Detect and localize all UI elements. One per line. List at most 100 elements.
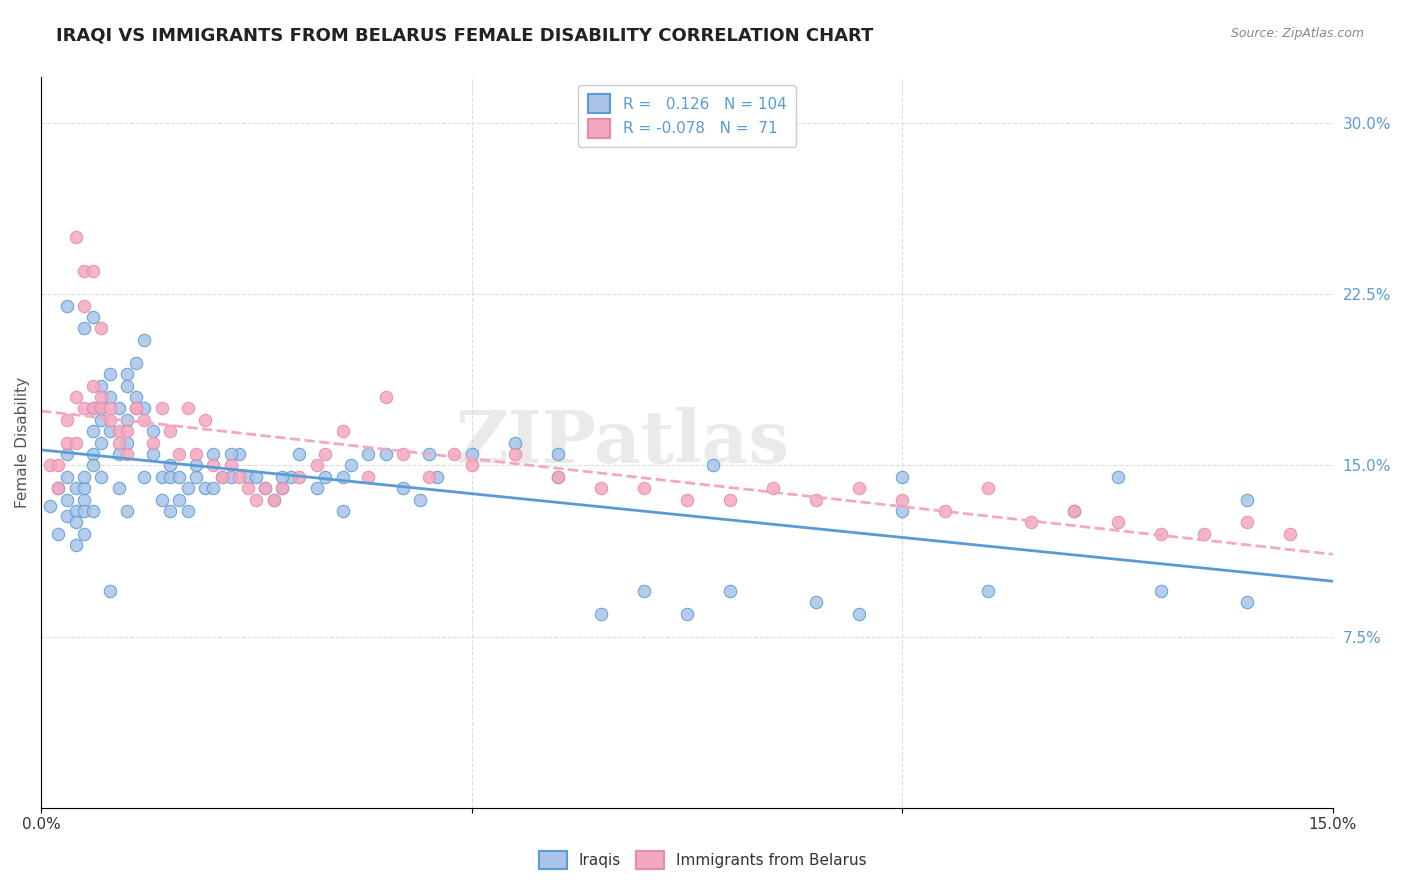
Point: [702, 458, 724, 473]
Point: [676, 492, 699, 507]
Point: [134, 413, 156, 427]
Point: [194, 481, 217, 495]
Point: [82, 504, 104, 518]
Point: [357, 470, 380, 484]
Point: [219, 447, 242, 461]
Point: [107, 424, 129, 438]
Point: [115, 435, 138, 450]
Point: [107, 481, 129, 495]
Text: IRAQI VS IMMIGRANTS FROM BELARUS FEMALE DISABILITY CORRELATION CHART: IRAQI VS IMMIGRANTS FROM BELARUS FEMALE …: [56, 27, 873, 45]
Point: [219, 458, 242, 473]
Point: [460, 447, 482, 461]
Point: [125, 401, 148, 416]
Point: [314, 447, 336, 461]
Point: [271, 481, 294, 495]
Point: [460, 458, 482, 473]
Point: [762, 481, 785, 495]
Point: [56, 470, 79, 484]
Point: [115, 504, 138, 518]
Point: [56, 492, 79, 507]
Legend: Iraqis, Immigrants from Belarus: Iraqis, Immigrants from Belarus: [533, 845, 873, 875]
Y-axis label: Female Disability: Female Disability: [15, 377, 30, 508]
Point: [90, 401, 112, 416]
Point: [332, 424, 354, 438]
Point: [194, 413, 217, 427]
Point: [271, 481, 294, 495]
Point: [1149, 583, 1171, 598]
Point: [391, 481, 413, 495]
Point: [547, 470, 569, 484]
Point: [159, 470, 181, 484]
Point: [115, 367, 138, 381]
Point: [718, 492, 741, 507]
Point: [150, 492, 173, 507]
Point: [82, 447, 104, 461]
Point: [503, 435, 526, 450]
Point: [443, 447, 465, 461]
Point: [848, 607, 870, 621]
Point: [46, 526, 69, 541]
Point: [1278, 526, 1301, 541]
Point: [332, 470, 354, 484]
Point: [73, 401, 96, 416]
Point: [228, 447, 250, 461]
Point: [340, 458, 363, 473]
Point: [46, 458, 69, 473]
Point: [804, 595, 827, 609]
Point: [90, 435, 112, 450]
Point: [934, 504, 956, 518]
Point: [134, 470, 156, 484]
Point: [271, 470, 294, 484]
Point: [202, 447, 225, 461]
Point: [65, 390, 87, 404]
Point: [418, 470, 440, 484]
Point: [82, 401, 104, 416]
Point: [176, 504, 198, 518]
Point: [1192, 526, 1215, 541]
Point: [150, 470, 173, 484]
Point: [1236, 595, 1258, 609]
Point: [263, 492, 285, 507]
Point: [82, 401, 104, 416]
Point: [82, 310, 104, 324]
Point: [115, 413, 138, 427]
Point: [977, 481, 1000, 495]
Point: [73, 492, 96, 507]
Text: Source: ZipAtlas.com: Source: ZipAtlas.com: [1230, 27, 1364, 40]
Point: [82, 378, 104, 392]
Point: [65, 230, 87, 244]
Point: [90, 378, 112, 392]
Point: [98, 390, 121, 404]
Point: [90, 413, 112, 427]
Point: [134, 401, 156, 416]
Point: [1149, 526, 1171, 541]
Point: [228, 470, 250, 484]
Point: [633, 583, 655, 598]
Point: [73, 526, 96, 541]
Point: [150, 401, 173, 416]
Point: [263, 492, 285, 507]
Point: [547, 470, 569, 484]
Point: [82, 264, 104, 278]
Point: [1063, 504, 1085, 518]
Point: [56, 508, 79, 523]
Point: [38, 500, 60, 514]
Point: [202, 458, 225, 473]
Point: [409, 492, 432, 507]
Point: [90, 390, 112, 404]
Point: [253, 481, 276, 495]
Text: ZIPatlas: ZIPatlas: [456, 407, 789, 478]
Point: [134, 333, 156, 347]
Point: [253, 481, 276, 495]
Point: [184, 447, 207, 461]
Point: [125, 401, 148, 416]
Point: [82, 458, 104, 473]
Point: [202, 481, 225, 495]
Point: [633, 481, 655, 495]
Point: [211, 470, 233, 484]
Point: [73, 504, 96, 518]
Point: [280, 470, 302, 484]
Legend: R =   0.126   N = 104, R = -0.078   N =  71: R = 0.126 N = 104, R = -0.078 N = 71: [578, 85, 796, 147]
Point: [73, 470, 96, 484]
Point: [98, 401, 121, 416]
